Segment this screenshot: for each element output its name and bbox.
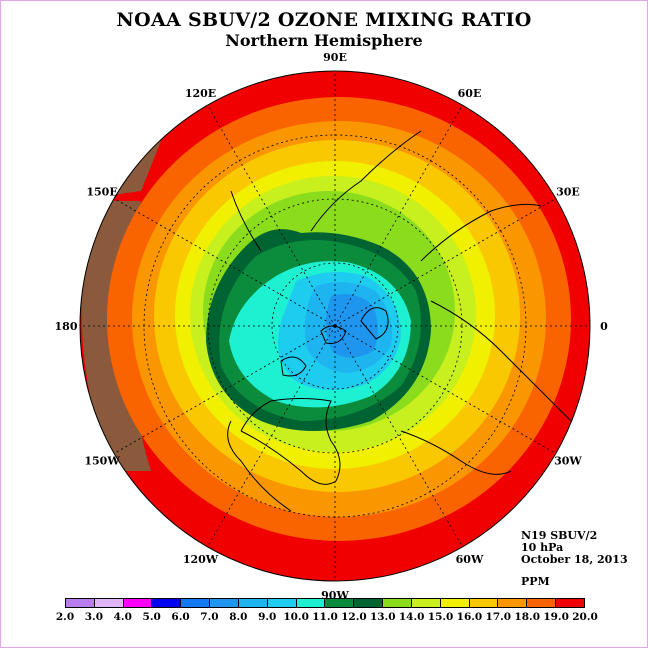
- longitude-label: 60E: [458, 87, 482, 100]
- colorbar-tick-label: 18.0: [514, 611, 541, 623]
- colorbar-segment: [210, 599, 239, 607]
- colorbar-tick-label: 4.0: [113, 611, 132, 623]
- coastlines: [227, 130, 572, 512]
- longitude-label: 150W: [84, 455, 120, 468]
- colorbar-segment: [354, 599, 384, 607]
- colorbar-tick-label: 10.0: [283, 611, 309, 623]
- colorbar-segment: [181, 599, 211, 607]
- colorbar: [65, 598, 585, 608]
- colorbar-tick-label: 7.0: [200, 611, 219, 623]
- colorbar-segment: [469, 599, 499, 607]
- date-label: October 18, 2013: [521, 553, 628, 566]
- longitude-label: 90E: [323, 51, 347, 64]
- units-label: PPM: [521, 575, 550, 588]
- colorbar-segment: [123, 599, 153, 607]
- longitude-label: 30W: [554, 455, 582, 468]
- colorbar-tick-label: 14.0: [398, 611, 425, 623]
- pressure-level-label: 10 hPa: [521, 541, 564, 554]
- colorbar-segment: [94, 599, 124, 607]
- colorbar-tick-label: 12.0: [341, 611, 367, 623]
- longitude-label: 180: [55, 320, 78, 333]
- colorbar-tick-label: 19.0: [543, 611, 569, 623]
- colorbar-tick-label: 11.0: [312, 611, 338, 623]
- map-boundary: [79, 70, 591, 582]
- colorbar-segment: [267, 599, 297, 607]
- colorbar-segment: [383, 599, 412, 607]
- colorbar-segment: [411, 599, 441, 607]
- longitude-label: 30E: [556, 186, 580, 199]
- colorbar-segment: [325, 599, 355, 607]
- colorbar-tick-label: 16.0: [456, 611, 483, 623]
- longitude-label: 120E: [185, 87, 216, 100]
- colorbar-tick-label: 2.0: [55, 611, 75, 623]
- longitude-label: 0: [600, 320, 608, 333]
- colorbar-segment: [556, 599, 584, 607]
- colorbar-segment: [66, 599, 95, 607]
- page-title: NOAA SBUV/2 OZONE MIXING RATIO: [116, 9, 532, 31]
- colorbar-tick-label: 5.0: [142, 611, 161, 623]
- colorbar-tick-label: 20.0: [572, 611, 598, 623]
- colorbar-tick-label: 13.0: [369, 611, 396, 623]
- colorbar-segment: [238, 599, 268, 607]
- colorbar-segment: [440, 599, 470, 607]
- colorbar-tick-label: 6.0: [171, 611, 190, 623]
- longitude-label: 60W: [456, 553, 484, 566]
- colorbar-tick-label: 9.0: [258, 611, 277, 623]
- colorbar-segment: [527, 599, 557, 607]
- satellite-label: N19 SBUV/2: [521, 529, 598, 542]
- colorbar-tick-label: 8.0: [229, 611, 248, 623]
- longitude-label: 120W: [183, 553, 219, 566]
- page-subtitle: Northern Hemisphere: [225, 31, 423, 50]
- colorbar-tick-label: 17.0: [485, 611, 512, 623]
- colorbar-segment: [498, 599, 528, 607]
- colorbar-segment: [296, 599, 326, 607]
- longitude-label: 150E: [86, 186, 117, 199]
- colorbar-tick-label: 3.0: [84, 611, 104, 623]
- colorbar-segment: [152, 599, 182, 607]
- colorbar-tick-label: 15.0: [427, 611, 454, 623]
